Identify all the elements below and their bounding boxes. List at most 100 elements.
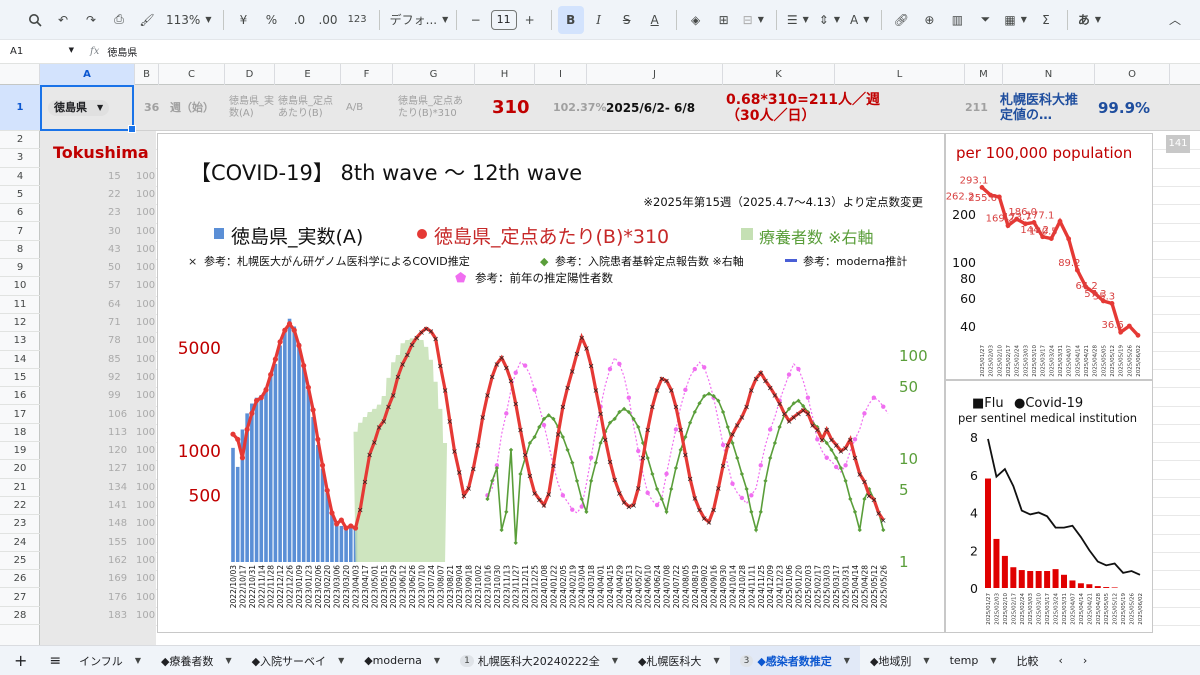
row-header-2[interactable]: 2	[0, 131, 40, 150]
borders-icon[interactable]: ⊞	[718, 12, 729, 27]
formula-input[interactable]: 徳島県	[107, 48, 138, 59]
decrease-decimal-button[interactable]: .0	[293, 12, 306, 27]
row-header-15[interactable]: 15	[0, 369, 40, 388]
row-header-24[interactable]: 24	[0, 534, 40, 552]
input-tools-button[interactable]: あ ▼	[1074, 6, 1105, 34]
scroll-tabs-right[interactable]: ›	[1082, 654, 1088, 667]
insert-chart-icon[interactable]: ▥	[951, 12, 964, 27]
collapse-toolbar-icon[interactable]: ︿	[1168, 13, 1181, 27]
insert-link-icon[interactable]: 🔗︎	[893, 12, 909, 27]
row-header-23[interactable]: 23	[0, 515, 40, 534]
insert-comment-icon[interactable]: ⊕	[924, 12, 935, 27]
column-header-j[interactable]: J	[587, 64, 723, 85]
cell-i1[interactable]: 102.37%	[553, 101, 607, 114]
row-header-21[interactable]: 21	[0, 479, 40, 497]
sheet-tab[interactable]: ◆札幌医科大 ▼	[628, 646, 730, 675]
row-header-14[interactable]: 14	[0, 351, 40, 369]
increase-decimal-button[interactable]: .00	[318, 12, 338, 27]
sheet-tab[interactable]: temp ▼	[940, 646, 1007, 675]
cell-f1[interactable]: A/B	[346, 102, 364, 113]
prefecture-dropdown[interactable]: 徳島県 ▼	[48, 100, 110, 116]
row-header-1[interactable]: 1	[0, 85, 40, 131]
row-header-12[interactable]: 12	[0, 314, 40, 333]
search-menus-icon[interactable]	[22, 6, 48, 34]
italic-button[interactable]: I	[596, 12, 602, 27]
column-header-a[interactable]: A	[40, 64, 135, 85]
sheet-tab[interactable]: 比較	[1007, 646, 1049, 675]
cell-b1[interactable]: 36	[144, 101, 160, 114]
cell-a1[interactable]: 徳島県 ▼	[48, 85, 110, 131]
row-header-13[interactable]: 13	[0, 332, 40, 351]
cell-j1[interactable]: 2025/6/2- 6/8	[606, 101, 696, 115]
column-header-k[interactable]: K	[723, 64, 835, 85]
row-header-19[interactable]: 19	[0, 442, 40, 461]
cell-k1[interactable]: 0.68*310=211人／週（30人／日）	[726, 92, 881, 124]
paint-format-icon[interactable]: 🖌︎	[139, 12, 155, 27]
print-icon[interactable]: ⎙	[114, 12, 124, 26]
row-header-9[interactable]: 9	[0, 259, 40, 278]
row-header-5[interactable]: 5	[0, 186, 40, 205]
column-header-m[interactable]: M	[965, 64, 1003, 85]
strikethrough-icon[interactable]: S	[622, 12, 631, 27]
name-box[interactable]: A1 ▼	[0, 46, 80, 57]
cell-e1[interactable]: 徳島県_定点あたり(B)	[278, 96, 333, 119]
sheet-tab[interactable]: 3 ◆感染者数推定 ▼	[729, 645, 860, 675]
column-header-b[interactable]: B	[135, 64, 159, 85]
row-header-25[interactable]: 25	[0, 552, 40, 571]
column-header-h[interactable]: H	[475, 64, 535, 85]
font-select[interactable]: デフォ... ▼	[386, 6, 449, 34]
font-size-decrease-button[interactable]: −	[470, 12, 481, 27]
row-header-18[interactable]: 18	[0, 424, 40, 443]
row-header-27[interactable]: 27	[0, 589, 40, 607]
sheet-tab[interactable]: ◆療養者数 ▼	[151, 646, 242, 675]
row-header-26[interactable]: 26	[0, 570, 40, 589]
filter-icon[interactable]: ⏷	[980, 12, 991, 26]
cell-n1[interactable]: 札幌医科大推定値の…	[1000, 93, 1079, 123]
zoom-select[interactable]: 113% ▼	[162, 6, 215, 34]
cell-g1[interactable]: 徳島県_定点あたり(B)*310	[398, 96, 463, 119]
column-header-c[interactable]: C	[159, 64, 225, 85]
row-header-16[interactable]: 16	[0, 387, 40, 406]
column-header-f[interactable]: F	[341, 64, 393, 85]
column-header-n[interactable]: N	[1003, 64, 1095, 85]
align-left-icon[interactable]: ☰ ▼	[786, 12, 809, 27]
select-all-corner[interactable]	[0, 64, 40, 85]
sheet-tab[interactable]: ◆地域別 ▼	[860, 646, 940, 675]
scroll-tabs-left[interactable]: ‹	[1058, 654, 1063, 667]
cell-o1[interactable]: 99.9%	[1098, 99, 1151, 117]
vertical-align-icon[interactable]: ⇕ ▼	[818, 12, 841, 27]
row-header-8[interactable]: 8	[0, 241, 40, 260]
cell-h1[interactable]: 310	[492, 97, 530, 118]
number-format-button[interactable]: 123	[347, 14, 367, 25]
sheet-tab[interactable]: 1 札幌医科大20240222全 ▼	[450, 646, 628, 675]
row-header-4[interactable]: 4	[0, 168, 40, 186]
scroll-row-badge[interactable]: 141	[1166, 135, 1190, 153]
main-covid-chart[interactable]: 【COVID-19】 8th wave 〜 12th wave ※2025年第1…	[157, 133, 945, 633]
all-sheets-button[interactable]: ≡	[49, 652, 62, 669]
font-size-input[interactable]: 11	[490, 9, 517, 30]
sheet-tab[interactable]: ◆入院サーベイ ▼	[242, 646, 355, 675]
cell-m1[interactable]: 211	[965, 101, 988, 114]
cell-c1[interactable]: 週（始）	[170, 101, 214, 114]
row-header-22[interactable]: 22	[0, 497, 40, 516]
cell-d1[interactable]: 徳島県_実数(A)	[229, 96, 274, 119]
filter-views-icon[interactable]: ▦ ▼	[1004, 12, 1027, 27]
text-color-icon[interactable]: A	[650, 12, 659, 27]
undo-icon[interactable]: ↶	[57, 12, 69, 27]
column-header-e[interactable]: E	[275, 64, 341, 85]
row-header-3[interactable]: 3	[0, 149, 40, 168]
redo-icon[interactable]: ↷	[85, 12, 97, 27]
fill-color-icon[interactable]: ◈	[691, 12, 701, 27]
column-header-l[interactable]: L	[835, 64, 965, 85]
row-header-7[interactable]: 7	[0, 223, 40, 241]
sheet-tab[interactable]: ◆moderna ▼	[354, 646, 450, 675]
merge-cells-icon[interactable]: ⊟ ▼	[742, 12, 764, 27]
add-sheet-button[interactable]: +	[14, 651, 28, 670]
sheet-tab[interactable]: インフル ▼	[69, 646, 151, 675]
row-header-20[interactable]: 20	[0, 460, 40, 479]
row-header-17[interactable]: 17	[0, 406, 40, 424]
bold-button[interactable]: B	[557, 5, 584, 34]
per-100k-chart[interactable]: per 100,000 population 200 100 80 60 40 293.…	[945, 133, 1153, 380]
functions-button[interactable]: Σ	[1042, 12, 1050, 27]
column-header-g[interactable]: G	[393, 64, 475, 85]
